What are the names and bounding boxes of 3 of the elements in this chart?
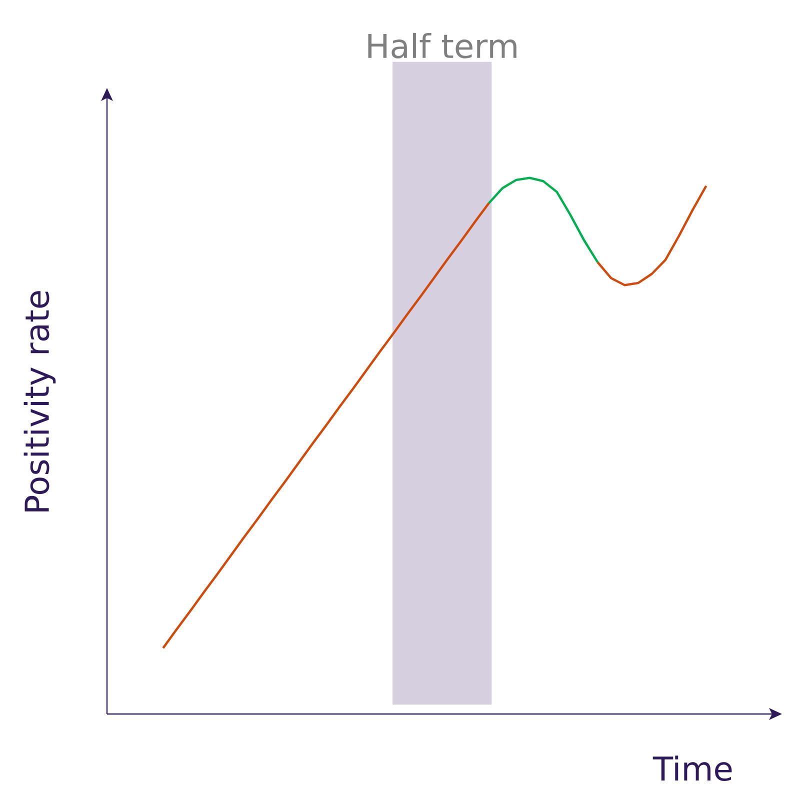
x-axis-title: Time xyxy=(652,756,732,782)
text: Half term xyxy=(368,32,516,58)
y-axis-title: Positivity rate xyxy=(24,291,56,512)
